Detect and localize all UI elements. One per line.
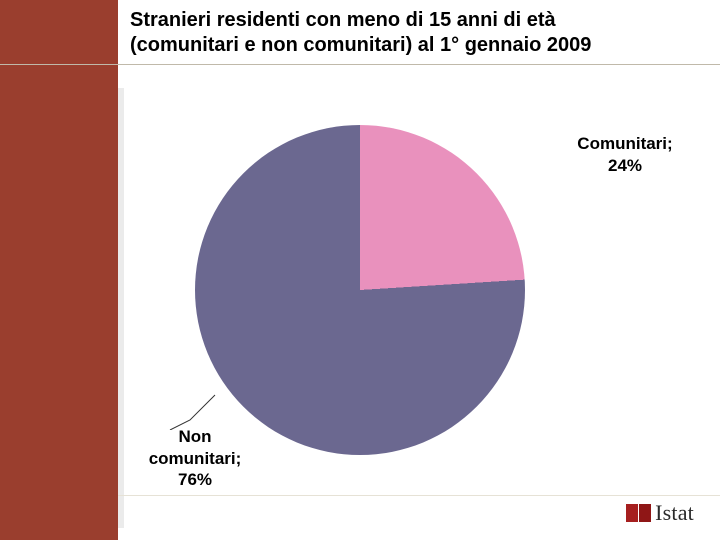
slice-label-non-comunitari: Non comunitari; 76% bbox=[130, 405, 260, 490]
title-line-1: Stranieri residenti con meno di 15 anni … bbox=[130, 8, 700, 33]
title-block: Stranieri residenti con meno di 15 anni … bbox=[130, 8, 700, 58]
logo: Istat bbox=[626, 500, 694, 526]
logo-text: Istat bbox=[655, 500, 694, 526]
logo-mark bbox=[626, 504, 651, 522]
logo-square bbox=[626, 504, 638, 522]
title-rule bbox=[0, 64, 720, 65]
title-line-2: (comunitari e non comunitari) al 1° genn… bbox=[130, 33, 700, 58]
slice-label-comunitari-text: Comunitari; 24% bbox=[577, 134, 672, 174]
slide: Stranieri residenti con meno di 15 anni … bbox=[0, 0, 720, 540]
slice-label-comunitari: Comunitari; 24% bbox=[560, 112, 690, 176]
bottom-rule bbox=[118, 495, 720, 496]
slice-label-non-comunitari-text: Non comunitari; 76% bbox=[149, 427, 242, 489]
logo-square bbox=[639, 504, 651, 522]
left-sidebar bbox=[0, 0, 118, 540]
